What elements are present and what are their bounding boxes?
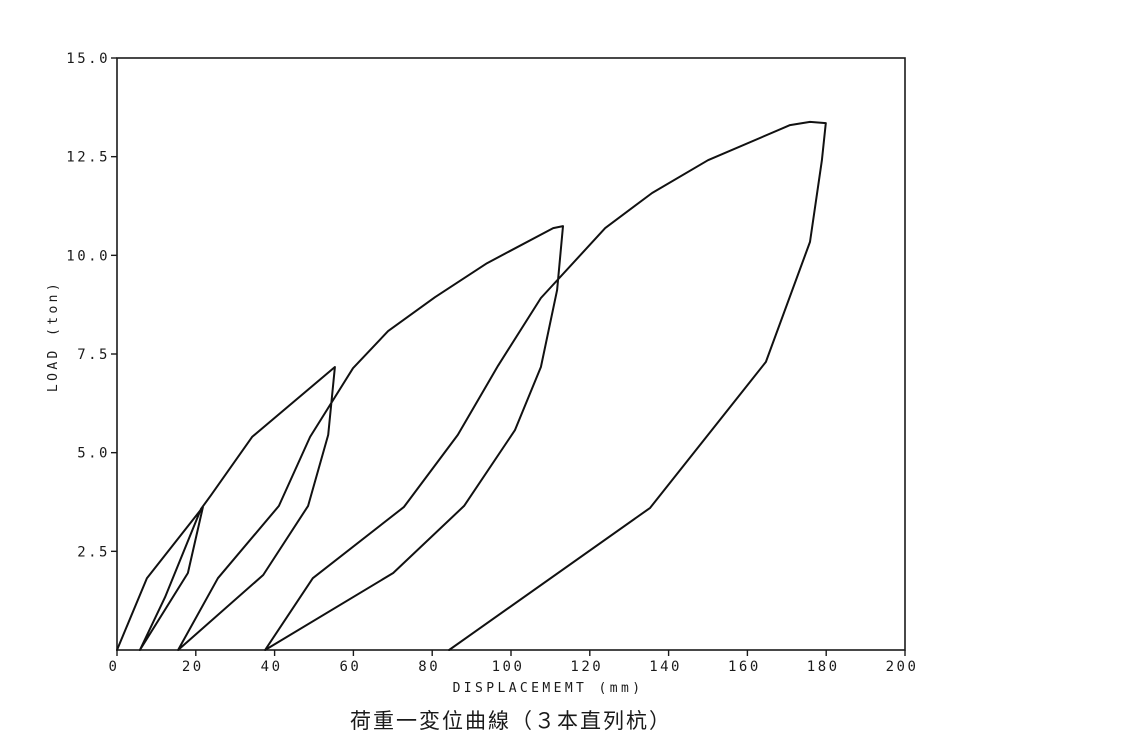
x-tick-label: 100: [492, 659, 525, 675]
y-tick-label: 10.0: [66, 248, 110, 264]
x-tick-label: 0: [109, 659, 120, 675]
axis-ticks: 0 20 40 60 80 100 120 140 160 180 200 2.5 5.0 7.5 10.0…: [66, 51, 919, 675]
curve-layer: [116, 120, 827, 651]
y-axis-label: LOAD (ton): [46, 280, 61, 392]
y-tick-label: 7.5: [77, 347, 110, 363]
y-tick-label: 5.0: [77, 446, 110, 462]
x-tick-label: 200: [886, 659, 919, 675]
figure-caption: 荷重一変位曲線（３本直列杭）: [350, 709, 672, 733]
x-tick-label: 140: [649, 659, 682, 675]
x-tick-label: 60: [339, 659, 361, 675]
x-tick-label: 180: [807, 659, 840, 675]
x-tick-label: 80: [418, 659, 440, 675]
y-tick-label: 15.0: [66, 51, 110, 67]
x-axis-label: DISPLACEMEMT (mm): [453, 681, 644, 696]
x-tick-label: 160: [728, 659, 761, 675]
y-tick-label: 12.5: [66, 150, 110, 166]
y-tick-label: 2.5: [77, 544, 110, 560]
x-tick-label: 40: [261, 659, 283, 675]
load-displacement-curve: [116, 120, 827, 651]
plot-frame: [116, 57, 906, 651]
x-tick-label: 20: [182, 659, 204, 675]
plot-area: [116, 57, 906, 651]
x-tick-label: 120: [570, 659, 603, 675]
